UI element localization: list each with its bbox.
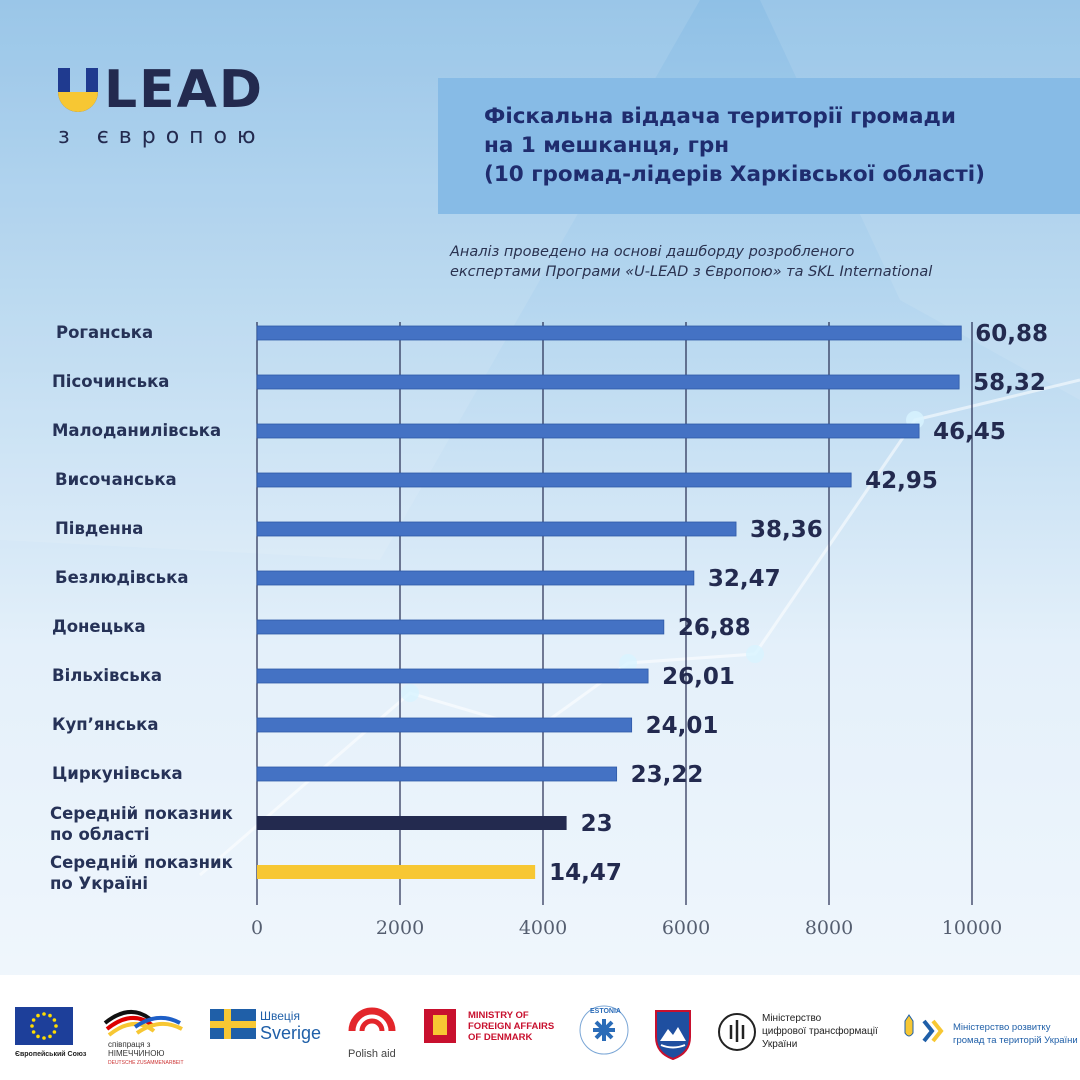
value-label: 26,01 (662, 664, 735, 690)
slovenia-logo (655, 1010, 691, 1061)
x-tick-label: 8000 (805, 917, 853, 939)
value-label: 38,36 (750, 517, 823, 543)
x-tick-label: 6000 (662, 917, 710, 939)
title-line-1: Фіскальна віддача території громади (484, 104, 956, 129)
bar (256, 325, 962, 341)
category-label: Безлюдівська (55, 568, 188, 587)
x-tick-label: 10000 (942, 917, 1002, 939)
x-tick-label: 4000 (519, 917, 567, 939)
category-label: Пісочинська (52, 372, 169, 391)
eu-star (42, 1012, 46, 1016)
category-label: Середній показник (50, 853, 233, 872)
germany-caption-3: DEUTSCHE ZUSAMMENARBEIT (108, 1060, 184, 1066)
bar (256, 766, 618, 782)
category-label: Донецька (52, 617, 146, 636)
chart-labels: 0 2000 4000 6000 8000 10000 Роганська 60,88 Пісо… (50, 321, 1048, 939)
value-label: 23 (581, 811, 613, 837)
regional-caption-2: громад та територій України (953, 1035, 1078, 1046)
value-label: 60,88 (975, 321, 1048, 347)
regional-ministry-logo: Міністерство розвитку громад та територі… (904, 1014, 1078, 1046)
bar (256, 374, 960, 390)
category-label: Височанська (55, 470, 177, 489)
analysis-note: Аналіз проведено на основі дашборду розр… (450, 242, 932, 282)
value-label: 14,47 (549, 860, 622, 886)
bar (256, 423, 920, 439)
eu-star (31, 1030, 36, 1034)
category-label: Малоданилівська (52, 421, 221, 440)
denmark-caption-3: OF DENMARK (468, 1032, 533, 1043)
chart-bars (256, 325, 962, 879)
bar (256, 472, 852, 488)
footer-logo-strip: Європейський Союз співпраця з НІМЕЧЧИНОЮ… (15, 1005, 1078, 1066)
eu-star (54, 1024, 58, 1028)
germany-cooperation-logo: співпраця з НІМЕЧЧИНОЮ DEUTSCHE ZUSAMMEN… (103, 1010, 184, 1066)
sweden-caption-2: Sverige (260, 1023, 321, 1043)
footer-logos: Європейський Союз співпраця з НІМЕЧЧИНОЮ… (0, 975, 1080, 1080)
value-label: 24,01 (646, 713, 719, 739)
bar (256, 717, 633, 733)
sweden-logo: Швеція Sverige (210, 1009, 321, 1043)
bar (256, 521, 737, 537)
eu-star (48, 1013, 52, 1018)
category-label: Роганська (56, 323, 153, 342)
logo-text: LEAD (104, 60, 265, 120)
eu-star (31, 1018, 36, 1022)
germany-caption-1: співпраця з (108, 1040, 151, 1049)
digital-caption-1: Міністерство (762, 1013, 822, 1024)
x-tick-label: 0 (251, 917, 263, 939)
ulead-u-icon (58, 68, 98, 112)
eu-caption: Європейський Союз (15, 1050, 87, 1058)
title-line-3: (10 громад-лідерів Харківської області) (484, 162, 985, 187)
category-label: Циркунівська (52, 764, 183, 783)
bar-chart: 0 2000 4000 6000 8000 10000 Роганська 60,88 Пісо… (50, 321, 1048, 939)
title-line-2: на 1 мешканця, грн (484, 133, 730, 158)
digital-caption-2: цифрової трансформації (762, 1025, 878, 1037)
bar (256, 668, 649, 684)
estonia-logo: ESTONIA (579, 1005, 629, 1055)
logo-subtitle: з європою (58, 124, 266, 149)
digital-caption-3: України (762, 1039, 797, 1050)
bar (256, 570, 695, 586)
eu-star (42, 1036, 46, 1040)
sweden-caption-1: Швеція (260, 1009, 300, 1023)
denmark-caption-2: FOREIGN AFFAIRS (468, 1021, 554, 1032)
bar (257, 865, 536, 879)
x-tick-label: 2000 (376, 917, 424, 939)
value-label: 46,45 (933, 419, 1006, 445)
value-label: 26,88 (678, 615, 751, 641)
ulead-logo: LEAD (58, 64, 264, 116)
category-label: Південна (55, 519, 143, 538)
bar (256, 619, 665, 635)
category-label: по області (50, 825, 150, 844)
regional-caption-1: Міністерство розвитку (953, 1022, 1051, 1033)
category-label: Середній показник (50, 804, 233, 823)
chart-grid (256, 322, 973, 905)
eu-star (36, 1013, 40, 1018)
germany-caption-2: НІМЕЧЧИНОЮ (108, 1049, 165, 1058)
eu-star (52, 1018, 57, 1022)
eu-star (30, 1024, 34, 1028)
value-label: 32,47 (708, 566, 781, 592)
polish-aid-caption: Polish aid (348, 1048, 396, 1060)
analysis-note-line-2: експертами Програми «U-LEAD з Європою» т… (450, 264, 933, 280)
polish-aid-logo: Polish aid (348, 1007, 396, 1060)
analysis-note-line-1: Аналіз проведено на основі дашборду розр… (450, 244, 855, 260)
title-box: Фіскальна віддача території громади на 1… (438, 78, 1080, 214)
eu-flag-logo: Європейський Союз (15, 1007, 87, 1058)
category-label: Вільхівська (52, 666, 162, 685)
value-label: 58,32 (973, 370, 1046, 396)
eu-star (48, 1034, 52, 1039)
eu-star (36, 1034, 40, 1039)
eu-star (52, 1030, 57, 1034)
category-label: Куп’янська (52, 715, 158, 734)
bar (257, 816, 567, 830)
category-label: по Україні (50, 874, 148, 893)
estonia-caption: ESTONIA (590, 1008, 621, 1015)
digital-ministry-logo: Міністерство цифрової трансформації Укра… (718, 1013, 878, 1051)
denmark-caption-1: MINISTRY OF (468, 1010, 529, 1021)
value-label: 23,22 (631, 762, 704, 788)
denmark-mfa-logo: MINISTRY OF FOREIGN AFFAIRS OF DENMARK (424, 1009, 554, 1043)
value-label: 42,95 (865, 468, 938, 494)
